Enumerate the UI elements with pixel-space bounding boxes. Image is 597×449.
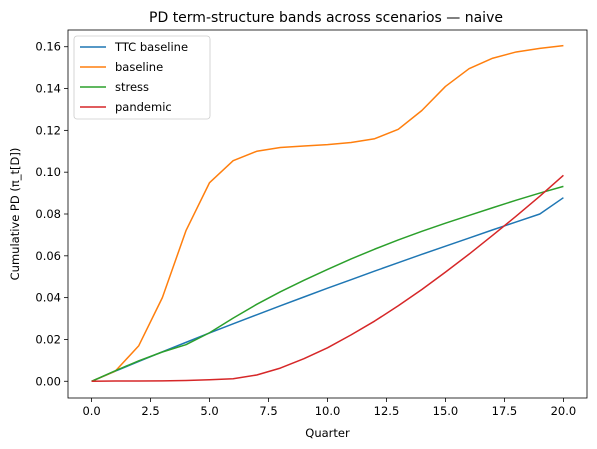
legend: TTC baseline baseline stress pandemic	[73, 35, 211, 120]
y-tick-label: 0.14	[35, 82, 61, 96]
x-axis: 0.0 2.5 5.0 7.5 10.0 12.5 15.0 17.5 20.0	[82, 398, 576, 418]
x-tick-label: 10.0	[315, 404, 341, 418]
legend-frame	[73, 35, 211, 120]
x-tick-label: 5.0	[200, 404, 218, 418]
y-axis: 0.00 0.02 0.04 0.06 0.08 0.10 0.12 0.14 0.16	[35, 40, 68, 388]
x-tick-label: 2.5	[141, 404, 159, 418]
x-tick-label: 15.0	[433, 404, 459, 418]
y-tick-label: 0.12	[35, 123, 61, 137]
series-line-pandemic	[91, 174, 564, 383]
series-layer	[91, 44, 564, 383]
plot-frame	[67, 29, 588, 399]
x-tick-label: 7.5	[259, 404, 277, 418]
legend-label-pandemic: pandemic	[115, 100, 172, 114]
x-tick-label: 20.0	[551, 404, 577, 418]
y-tick-label: 0.00	[35, 374, 61, 388]
legend-label-baseline: baseline	[115, 60, 163, 74]
series-line-ttc-baseline	[91, 197, 564, 382]
y-tick-label: 0.08	[35, 207, 61, 221]
series-line-stress	[91, 185, 564, 382]
legend-label-ttc-baseline: TTC baseline	[114, 40, 188, 54]
chart-title: PD term-structure bands across scenarios…	[149, 10, 503, 26]
y-axis-title: Cumulative PD (π_t[D])	[8, 148, 22, 281]
legend-label-stress: stress	[115, 80, 149, 94]
y-tick-label: 0.16	[35, 40, 61, 54]
y-tick-label: 0.04	[35, 291, 61, 305]
x-axis-title: Quarter	[305, 426, 350, 440]
x-tick-label: 12.5	[374, 404, 400, 418]
y-tick-label: 0.06	[35, 249, 61, 263]
x-tick-label: 17.5	[492, 404, 518, 418]
y-tick-label: 0.10	[35, 165, 61, 179]
x-tick-label: 0.0	[82, 404, 100, 418]
y-tick-label: 0.02	[35, 332, 61, 346]
series-line-baseline	[91, 44, 564, 382]
